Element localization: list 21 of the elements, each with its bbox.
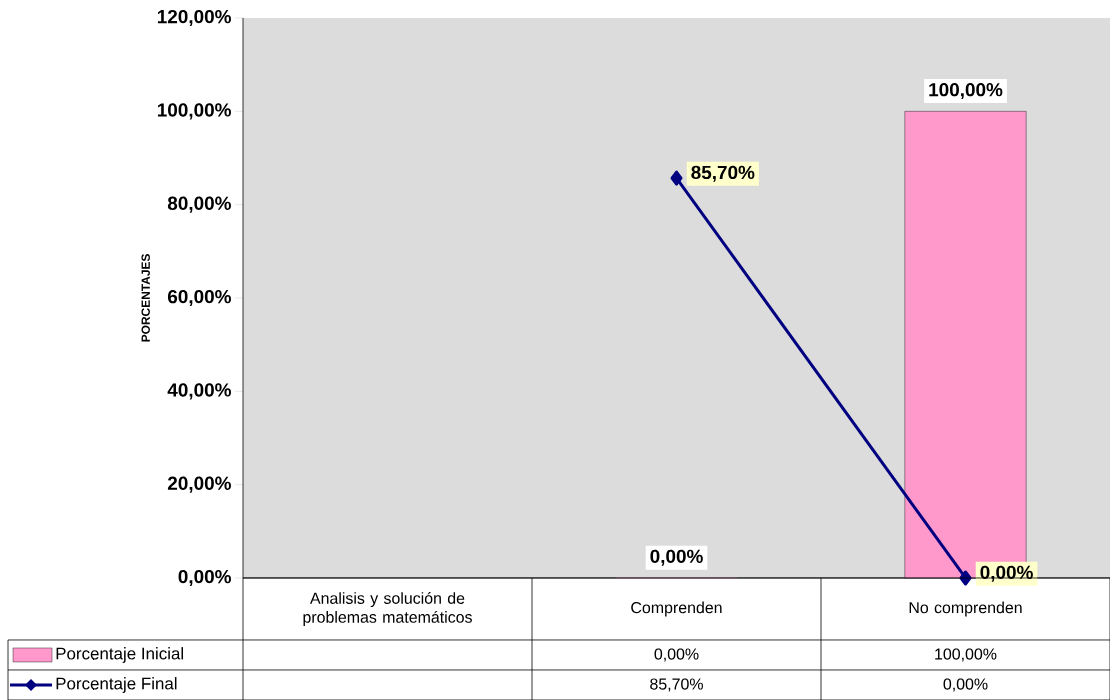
text: 0,00% bbox=[650, 549, 703, 566]
y-tick-label: 60,00% bbox=[167, 289, 231, 307]
x-tick-label: Analisis y solución de problemas matemáticos bbox=[303, 592, 472, 626]
y-tick-label: 120,00% bbox=[157, 9, 231, 27]
y-tick-label: 40,00% bbox=[167, 383, 231, 400]
y-tick-label: 80,00% bbox=[167, 196, 231, 213]
text: 85,70% bbox=[691, 165, 755, 182]
legend-label: Porcentaje Inicial bbox=[56, 647, 184, 663]
y-axis-title: PORCENTAJES bbox=[141, 254, 150, 342]
data-label: 0,00% bbox=[943, 678, 988, 692]
y-tick-label: 100,00% bbox=[157, 103, 231, 120]
y-tick-label: 20,00% bbox=[167, 476, 231, 493]
text: 100,00% bbox=[929, 82, 1003, 100]
data-label: 100,00% bbox=[935, 648, 997, 662]
text: 0,00% bbox=[980, 565, 1033, 582]
x-tick-label: No comprenden bbox=[909, 601, 1022, 617]
x-tick-label: Comprenden bbox=[631, 601, 722, 617]
legend-label: Porcentaje Final bbox=[56, 677, 177, 693]
data-label: 85,70% bbox=[650, 678, 703, 692]
data-label: 0,00% bbox=[654, 648, 699, 662]
y-tick-label: 0,00% bbox=[178, 569, 231, 587]
